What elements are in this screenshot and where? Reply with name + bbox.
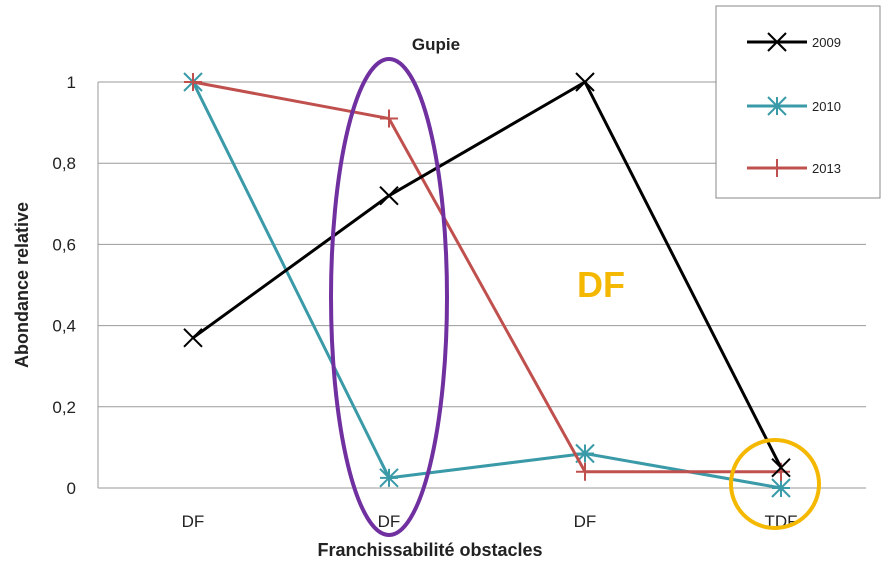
- y-axis-title: Abondance relative: [12, 202, 32, 368]
- y-tick-label: 0,8: [52, 154, 76, 173]
- legend-label: 2009: [812, 35, 841, 50]
- y-tick-label: 0: [67, 479, 76, 498]
- y-tick-label: 0,6: [52, 235, 76, 254]
- data-point: [767, 96, 787, 116]
- y-tick-label: 1: [67, 73, 76, 92]
- data-point: [379, 468, 399, 488]
- legend-label: 2013: [812, 161, 841, 176]
- series-line-2009: [192, 80, 783, 469]
- x-tick-labels: DF DF DF TDF: [182, 512, 798, 531]
- x-tick-label: DF: [574, 512, 597, 531]
- legend: 2009 2010 2013: [715, 5, 881, 199]
- data-point: [575, 72, 595, 92]
- data-point: [767, 32, 787, 52]
- data-point: [380, 109, 398, 128]
- y-tick-label: 0,4: [52, 317, 76, 336]
- legend-label: 2010: [812, 99, 841, 114]
- legend-items: 2009 2010 2013: [747, 32, 841, 177]
- legend-box: [715, 5, 881, 199]
- highlight-circle: [729, 438, 821, 530]
- gridlines: [97, 81, 866, 489]
- x-tick-label: DF: [378, 512, 401, 531]
- chart-title: Gupie: [412, 35, 460, 54]
- series-lines: [183, 72, 791, 498]
- data-point: [576, 462, 594, 481]
- y-tick-label: 0,2: [52, 398, 76, 417]
- x-tick-label: DF: [182, 512, 205, 531]
- data-point: [768, 159, 786, 177]
- x-axis-title: Franchissabilité obstacles: [317, 540, 542, 560]
- series-line-2013: [192, 80, 781, 474]
- data-point: [771, 478, 791, 498]
- y-tick-labels: 0 0,2 0,4 0,6 0,8 1: [52, 73, 76, 498]
- df-annotation: DF: [577, 264, 625, 305]
- data-point: [184, 73, 202, 91]
- data-point: [771, 457, 791, 478]
- highlight-ellipse: [329, 57, 449, 537]
- data-point: [379, 185, 399, 206]
- data-point: [183, 328, 203, 348]
- series-line-2010: [191, 81, 782, 490]
